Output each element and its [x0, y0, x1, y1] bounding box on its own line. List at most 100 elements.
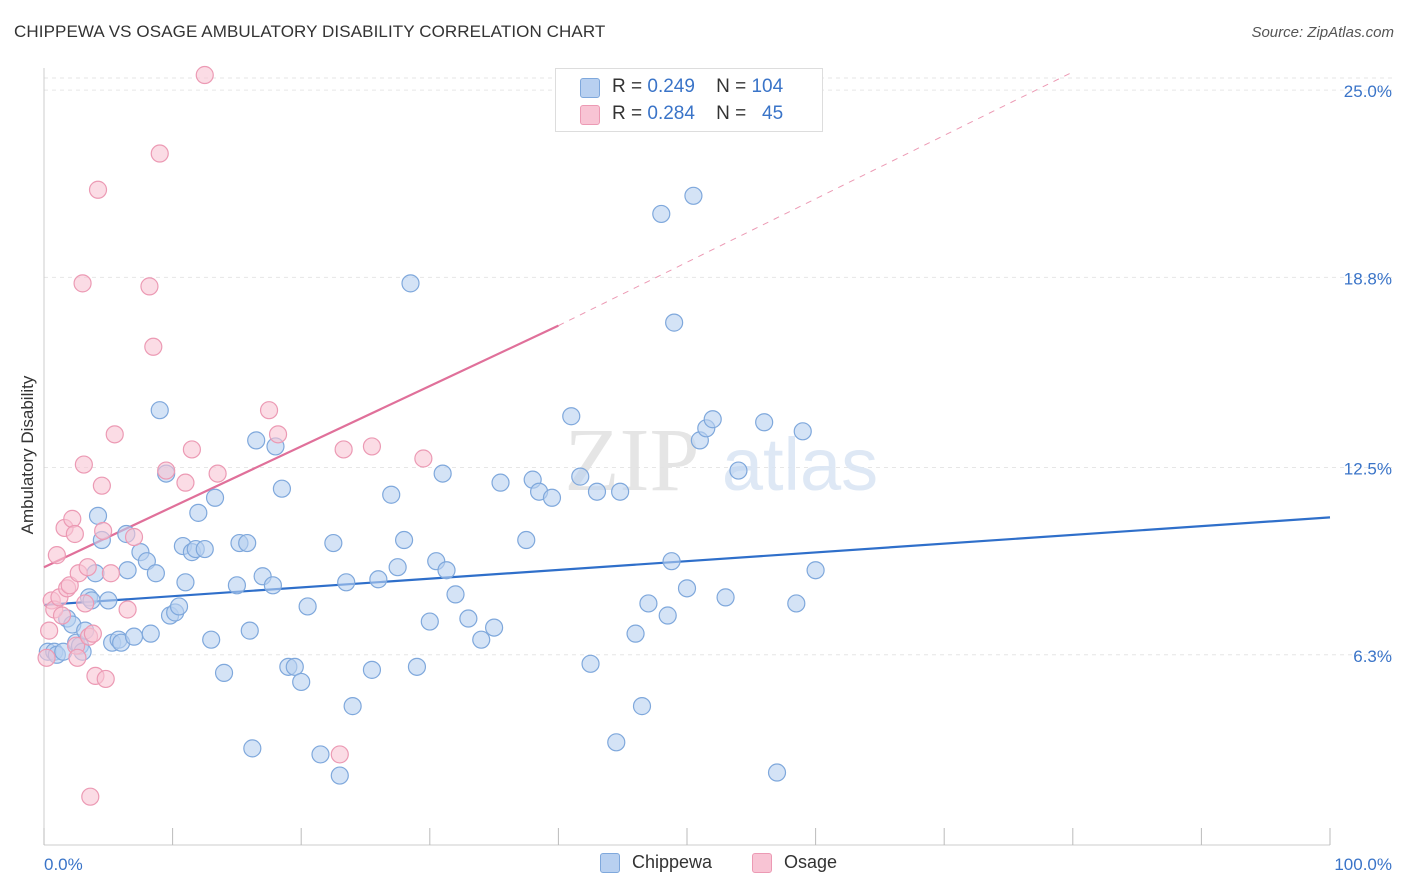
osage-point	[60, 576, 79, 595]
chippewa-point	[189, 503, 208, 522]
chippewa-point	[517, 530, 536, 550]
chippewa-point	[793, 422, 812, 441]
chippewa-point	[176, 573, 195, 592]
chippewa-point	[652, 204, 671, 224]
chippewa-point	[755, 413, 774, 432]
chippewa-point	[542, 488, 562, 507]
chippewa-swatch	[580, 78, 600, 98]
chippewa-point	[292, 672, 311, 692]
osage-legend-swatch	[752, 853, 772, 873]
chippewa-point	[806, 561, 825, 580]
chippewa-point	[343, 697, 362, 716]
watermark: ZIP atlas	[565, 411, 879, 510]
osage-point	[150, 144, 169, 163]
chippewa-point	[118, 561, 137, 580]
chippewa-point	[388, 558, 407, 577]
chippewa-point	[677, 579, 697, 598]
osage-point	[176, 473, 195, 492]
osage-point	[101, 564, 120, 583]
chippewa-point	[587, 482, 607, 501]
osage-point	[88, 180, 108, 199]
chippewa-point	[767, 763, 787, 782]
chippewa-point	[214, 663, 234, 682]
osage-swatch	[580, 105, 600, 125]
trend-lines	[43, 71, 1331, 607]
osage-point	[124, 527, 144, 547]
osage-r-label: R =	[612, 103, 643, 124]
osage-n-label: N =	[716, 103, 747, 124]
chippewa-point	[243, 739, 262, 758]
osage-point	[140, 277, 159, 296]
chippewa-point	[99, 591, 118, 610]
chippewa-point	[485, 618, 504, 637]
osage-point	[92, 476, 111, 495]
chippewa-point	[639, 594, 658, 613]
chippewa-point	[472, 630, 491, 649]
osage-point	[81, 787, 100, 806]
chippewa-point	[459, 609, 478, 628]
osage-point	[208, 464, 227, 483]
chippewa-point	[581, 654, 600, 673]
chippewa-point	[703, 410, 722, 429]
chippewa-point	[195, 539, 214, 559]
chippewa-point	[562, 407, 581, 426]
chippewa-legend-label: Chippewa	[632, 852, 713, 872]
chippewa-point	[227, 576, 246, 595]
osage-point	[362, 437, 382, 456]
osage-point	[37, 648, 56, 667]
chippewa-point	[311, 745, 330, 764]
chippewa-point	[684, 186, 703, 205]
stats-legend: R = 0.249 N = 104 R = 0.284 N = 45	[555, 68, 823, 132]
chippewa-point	[124, 627, 144, 646]
chippewa-point	[729, 461, 748, 480]
chippewa-point	[298, 597, 317, 616]
chippewa-point	[141, 624, 160, 643]
chippewa-point	[716, 588, 735, 607]
osage-point	[65, 524, 84, 544]
chippewa-point	[247, 431, 266, 450]
osage-point	[83, 624, 102, 643]
chippewa-point	[88, 506, 108, 525]
osage-point	[259, 401, 279, 420]
chippewa-trend-line	[43, 516, 1331, 607]
tick-labels: 6.3% 12.5% 18.8% 25.0% 0.0% 100.0%	[44, 82, 1392, 874]
chippewa-point	[337, 573, 356, 592]
chippewa-point	[150, 401, 169, 420]
chippewa-r-value: 0.249	[647, 76, 695, 97]
osage-point	[195, 65, 214, 85]
chippewa-point	[446, 585, 465, 604]
chippewa-point	[205, 488, 225, 507]
osage-point	[76, 594, 95, 613]
chippewa-point	[491, 473, 510, 492]
chippewa-point	[662, 552, 681, 571]
osage-point	[268, 425, 288, 444]
chippewa-point	[240, 621, 259, 640]
chippewa-n-value: 104	[751, 76, 784, 97]
osage-point	[334, 440, 353, 459]
osage-point	[94, 521, 113, 541]
chippewa-point	[626, 624, 645, 643]
chippewa-point	[632, 697, 652, 716]
y-tick-label: 25.0%	[1344, 82, 1392, 101]
chippewa-point	[202, 630, 221, 649]
chippewa-point	[437, 561, 456, 580]
chippewa-point	[571, 467, 590, 486]
osage-point	[105, 425, 124, 444]
chippewa-point	[401, 274, 420, 293]
chippewa-point	[433, 464, 452, 483]
osage-point	[118, 600, 137, 619]
osage-legend-label: Osage	[784, 852, 838, 872]
osage-point	[68, 648, 87, 667]
y-tick-label: 6.3%	[1353, 647, 1392, 666]
osage-point	[330, 745, 349, 764]
x-tick-label-max: 100.0%	[1334, 855, 1392, 874]
chippewa-point	[611, 482, 630, 501]
chippewa-point	[146, 564, 165, 583]
watermark-zip: ZIP	[565, 411, 700, 510]
data-points	[37, 65, 825, 806]
chippewa-point	[665, 313, 684, 332]
chippewa-point	[607, 733, 626, 752]
chippewa-point	[285, 657, 304, 676]
y-tick-label: 18.8%	[1344, 269, 1392, 288]
